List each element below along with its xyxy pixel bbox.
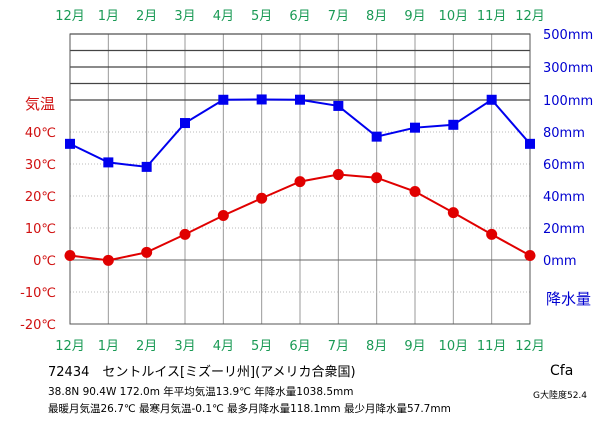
month-label-bottom: 2月: [136, 339, 157, 354]
temperature-point: [256, 192, 268, 204]
month-label-top: 12月: [515, 9, 545, 24]
precipitation-tick-label: 100mm: [543, 94, 593, 109]
climate-class: Cfa: [550, 363, 573, 379]
month-label-bottom: 9月: [404, 339, 425, 354]
month-label-top: 1月: [98, 9, 119, 24]
month-label-bottom: 4月: [213, 339, 234, 354]
month-label-bottom: 3月: [174, 339, 195, 354]
precipitation-tick-label: 20mm: [543, 222, 585, 237]
month-label-bottom: 1月: [98, 339, 119, 354]
month-label-bottom: 12月: [515, 339, 545, 354]
month-label-bottom: 11月: [477, 339, 507, 354]
temperature-point: [447, 207, 459, 219]
station-extremes: 最暖月気温26.7℃ 最寒月気温-0.1℃ 最多月降水量118.1mm 最少月降…: [48, 402, 451, 415]
temperature-point: [102, 254, 114, 266]
temperature-point: [64, 250, 76, 262]
month-labels-top: 12月 1月 2月 3月 4月 5月 6月 7月 8月 9月 10月 11月 12月: [55, 9, 545, 24]
temperature-tick-label: 10℃: [25, 222, 56, 237]
month-label-top: 4月: [213, 9, 234, 24]
month-label-top: 11月: [477, 9, 507, 24]
month-label-bottom: 8月: [366, 339, 387, 354]
temperature-point: [332, 169, 344, 181]
month-labels-bottom: 12月 1月 2月 3月 4月 5月 6月 7月 8月 9月 10月 11月 12月: [55, 339, 545, 354]
precipitation-point: [525, 138, 535, 149]
precipitation-point: [103, 157, 114, 168]
month-label-bottom: 7月: [328, 339, 349, 354]
precipitation-tick-label: 60mm: [543, 158, 585, 173]
plot-frame: [69, 33, 531, 325]
temperature-tick-label: -20℃: [20, 318, 56, 333]
temperature-point: [294, 176, 306, 188]
temperature-point: [217, 210, 229, 222]
precipitation-axis-title: 降水量: [546, 290, 591, 308]
precipitation-point: [371, 131, 382, 142]
continentality-index: G大陸度52.4: [533, 389, 587, 401]
precipitation-tick-label: 40mm: [543, 190, 585, 205]
station-details: 38.8N 90.4W 172.0m 年平均気温13.9℃ 年降水量1038.5…: [48, 385, 354, 398]
month-label-top: 2月: [136, 9, 157, 24]
temperature-tick-label: 40℃: [25, 126, 56, 141]
month-label-top: 12月: [55, 9, 85, 24]
precipitation-point: [295, 94, 305, 105]
precipitation-axis: 0mm 20mm 40mm 60mm 80mm 100mm 300mm 500mm: [543, 28, 593, 269]
precipitation-point: [141, 161, 152, 172]
month-label-top: 7月: [328, 9, 349, 24]
precipitation-point: [65, 138, 75, 149]
precipitation-point: [333, 100, 344, 111]
month-label-bottom: 6月: [289, 339, 310, 354]
month-label-bottom: 5月: [251, 339, 272, 354]
month-label-top: 8月: [366, 9, 387, 24]
temperature-tick-label: 20℃: [25, 190, 56, 205]
temperature-tick-label: 0℃: [33, 254, 56, 269]
temperature-series: [64, 169, 536, 266]
temperature-point: [486, 228, 498, 240]
temperature-point: [524, 250, 536, 262]
temperature-tick-label: 30℃: [25, 158, 56, 173]
precipitation-point: [448, 119, 459, 130]
precipitation-point: [180, 118, 190, 129]
station-title: 72434 セントルイス[ミズーリ州](アメリカ合衆国): [48, 364, 356, 380]
month-label-top: 9月: [404, 9, 425, 24]
plot-border: [69, 33, 531, 325]
precipitation-tick-label: 0mm: [543, 254, 577, 269]
precipitation-point: [218, 94, 229, 105]
month-label-bottom: 12月: [55, 339, 85, 354]
temperature-point: [179, 228, 191, 240]
temperature-axis-title: 気温: [25, 95, 55, 113]
month-label-top: 6月: [289, 9, 310, 24]
temperature-point: [371, 172, 383, 184]
month-label-top: 5月: [251, 9, 272, 24]
month-label-top: 3月: [174, 9, 195, 24]
precipitation-point: [256, 94, 267, 105]
precipitation-point: [410, 122, 420, 133]
precipitation-series: [65, 94, 535, 172]
precipitation-tick-label: 80mm: [543, 126, 585, 141]
precipitation-tick-label: 300mm: [543, 61, 593, 76]
temperature-axis: 40℃ 30℃ 20℃ 10℃ 0℃ -10℃ -20℃: [20, 126, 56, 333]
precipitation-tick-label: 500mm: [543, 28, 593, 43]
temperature-point: [409, 186, 421, 198]
temperature-tick-label: -10℃: [20, 286, 56, 301]
month-label-top: 10月: [439, 9, 469, 24]
month-label-bottom: 10月: [439, 339, 469, 354]
precipitation-point: [486, 94, 497, 105]
temperature-point: [141, 246, 153, 258]
